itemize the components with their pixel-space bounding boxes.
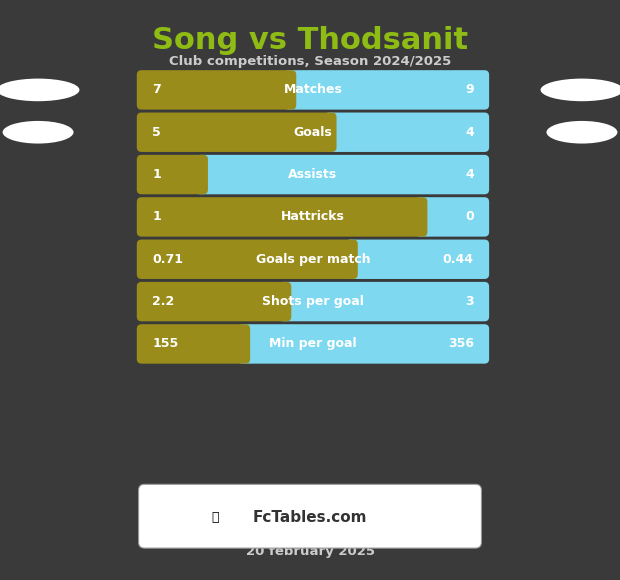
Text: 9: 9: [465, 84, 474, 96]
Text: FcTables.com: FcTables.com: [253, 510, 367, 525]
Text: Goals per match: Goals per match: [255, 253, 370, 266]
Text: 📊: 📊: [211, 512, 219, 524]
Text: 0.71: 0.71: [152, 253, 183, 266]
FancyBboxPatch shape: [137, 70, 296, 110]
Text: 7: 7: [152, 84, 161, 96]
Text: 3: 3: [465, 295, 474, 308]
Text: Shots per goal: Shots per goal: [262, 295, 364, 308]
Text: 4: 4: [465, 168, 474, 181]
FancyBboxPatch shape: [137, 240, 358, 279]
FancyBboxPatch shape: [138, 484, 482, 548]
FancyBboxPatch shape: [137, 113, 337, 152]
Ellipse shape: [2, 121, 74, 144]
FancyBboxPatch shape: [279, 282, 489, 321]
Text: 1: 1: [152, 168, 161, 181]
Text: 155: 155: [152, 338, 179, 350]
FancyBboxPatch shape: [345, 240, 489, 279]
Text: 2.2: 2.2: [152, 295, 174, 308]
FancyBboxPatch shape: [137, 155, 208, 194]
Text: Matches: Matches: [283, 84, 342, 96]
FancyBboxPatch shape: [137, 324, 250, 364]
Text: Min per goal: Min per goal: [269, 338, 356, 350]
Ellipse shape: [0, 79, 79, 102]
Text: 0: 0: [465, 211, 474, 223]
FancyBboxPatch shape: [284, 70, 489, 110]
Text: 4: 4: [465, 126, 474, 139]
Text: Song vs Thodsanit: Song vs Thodsanit: [152, 26, 468, 55]
Text: 20 february 2025: 20 february 2025: [246, 545, 374, 558]
Ellipse shape: [546, 121, 618, 144]
FancyBboxPatch shape: [324, 113, 489, 152]
Text: 5: 5: [152, 126, 161, 139]
Text: 1: 1: [152, 211, 161, 223]
FancyBboxPatch shape: [195, 155, 489, 194]
Text: 356: 356: [448, 338, 474, 350]
Text: 0.44: 0.44: [443, 253, 474, 266]
Text: Goals: Goals: [294, 126, 332, 139]
FancyBboxPatch shape: [415, 197, 489, 237]
Text: Hattricks: Hattricks: [281, 211, 345, 223]
Text: Assists: Assists: [288, 168, 337, 181]
FancyBboxPatch shape: [237, 324, 489, 364]
Ellipse shape: [541, 79, 620, 102]
Text: Club competitions, Season 2024/2025: Club competitions, Season 2024/2025: [169, 55, 451, 68]
FancyBboxPatch shape: [137, 282, 291, 321]
FancyBboxPatch shape: [137, 197, 427, 237]
